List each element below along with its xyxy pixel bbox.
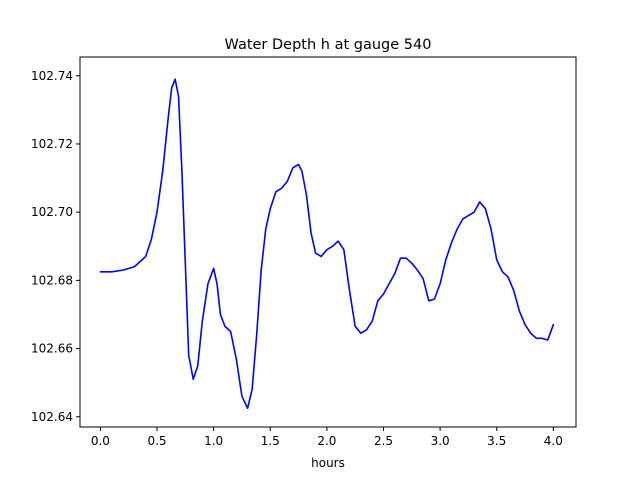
y-tick-label: 102.66 [31,342,73,356]
x-tick-label: 0.0 [91,434,110,448]
y-tick-label: 102.72 [31,137,73,151]
chart-title: Water Depth h at gauge 540 [225,37,432,53]
plot-area [79,56,577,428]
x-tick-label: 2.5 [374,434,393,448]
y-tick-label: 102.70 [31,205,73,219]
x-tick-label: 3.0 [431,434,450,448]
y-axis: 102.64 102.66 102.68 102.70 102.72 102.74 [31,69,80,424]
x-axis-label: hours [311,456,345,470]
plot-frame [79,56,577,428]
x-tick-label: 4.0 [544,434,563,448]
x-tick-label: 2.0 [317,434,336,448]
y-tick-label: 102.64 [31,410,73,424]
x-tick-label: 1.5 [261,434,280,448]
x-axis: 0.0 0.5 1.0 1.5 2.0 2.5 3.0 3.5 4.0 [91,427,563,448]
x-tick-label: 3.5 [487,434,506,448]
x-tick-label: 0.5 [147,434,166,448]
y-tick-label: 102.74 [31,69,73,83]
x-tick-label: 1.0 [204,434,223,448]
y-tick-label: 102.68 [31,273,73,287]
series-line-0 [99,78,555,410]
